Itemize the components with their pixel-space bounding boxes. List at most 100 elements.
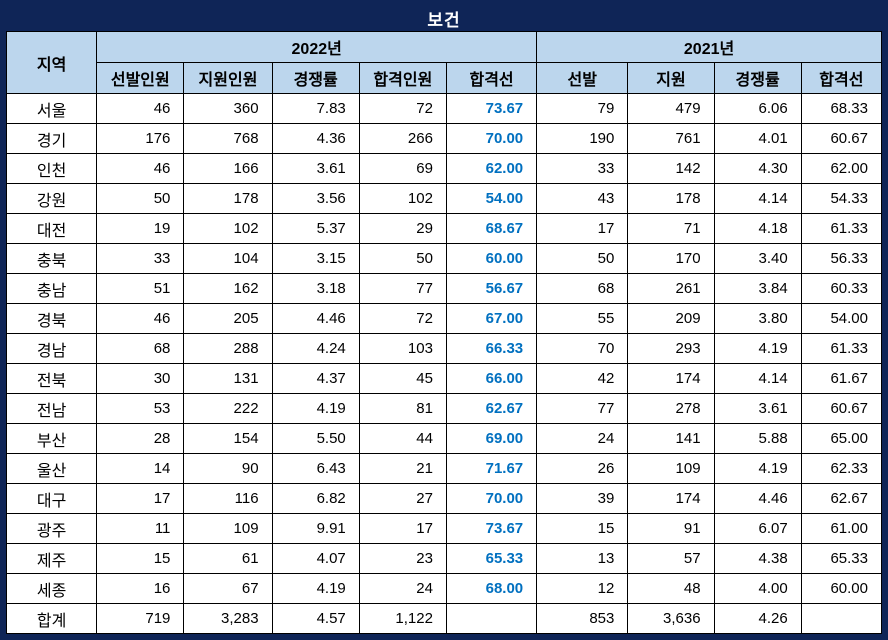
table-row: 울산 14 90 6.43 21 71.67 26 109 4.19 62.33 <box>5 453 883 484</box>
cell-2022-col0: 46 <box>96 153 185 184</box>
cell-2022-col0: 33 <box>96 243 185 274</box>
cell-2021-col1: 3,636 <box>627 603 715 634</box>
cell-2021-col2: 4.38 <box>713 543 802 574</box>
region-cell: 세종 <box>5 573 98 604</box>
cell-2022-col1: 154 <box>183 423 273 454</box>
cell-2022-col2: 4.36 <box>271 123 360 154</box>
cell-2022-col0: 176 <box>96 123 185 154</box>
cell-2021-col3: 61.33 <box>800 333 883 364</box>
region-column-header: 지역 <box>5 31 98 94</box>
cell-2022-col0: 46 <box>96 303 185 334</box>
cell-2022-col3: 44 <box>358 423 447 454</box>
cell-2022-col3: 72 <box>358 93 447 124</box>
cell-2022-col1: 104 <box>183 243 273 274</box>
cell-2022-col3: 24 <box>358 573 447 604</box>
region-cell: 부산 <box>5 423 98 454</box>
cell-2022-col0: 50 <box>96 183 185 214</box>
region-cell: 경기 <box>5 123 98 154</box>
cell-2022-col2: 5.37 <box>271 213 360 244</box>
table-row: 대전 19 102 5.37 29 68.67 17 71 4.18 61.33 <box>5 213 883 244</box>
cell-2021-col0: 190 <box>536 123 629 154</box>
cell-2022-col1: 162 <box>183 273 273 304</box>
cell-2022-col4: 69.00 <box>445 423 538 454</box>
cell-2021-col3: 60.67 <box>800 393 883 424</box>
cell-2021-col3: 60.00 <box>800 573 883 604</box>
cell-2022-col3: 21 <box>358 453 447 484</box>
cell-2021-col2: 4.00 <box>713 573 802 604</box>
cell-2022-col2: 3.61 <box>271 153 360 184</box>
region-cell: 광주 <box>5 513 98 544</box>
cell-2022-col3: 81 <box>358 393 447 424</box>
cell-2021-col1: 142 <box>627 153 715 184</box>
cell-2021-col1: 293 <box>627 333 715 364</box>
table-row: 서울 46 360 7.83 72 73.67 79 479 6.06 68.33 <box>5 93 883 124</box>
region-cell: 전남 <box>5 393 98 424</box>
header-row-columns: 선발인원 지원인원 경쟁률 합격인원 합격선 선발 지원 경쟁률 합격선 <box>7 62 883 94</box>
cell-2021-col0: 39 <box>536 483 629 514</box>
region-cell: 제주 <box>5 543 98 574</box>
col-2022-applicants: 지원인원 <box>183 62 273 94</box>
cell-2022-col2: 4.57 <box>271 603 360 634</box>
cell-2022-col4: 68.67 <box>445 213 538 244</box>
cell-2022-col2: 4.46 <box>271 303 360 334</box>
cell-2022-col0: 46 <box>96 93 185 124</box>
cell-2022-col1: 3,283 <box>183 603 273 634</box>
cell-2021-col2: 4.19 <box>713 453 802 484</box>
cell-2021-col1: 141 <box>627 423 715 454</box>
cell-2022-col3: 29 <box>358 213 447 244</box>
cell-2021-col0: 77 <box>536 393 629 424</box>
table-row: 세종 16 67 4.19 24 68.00 12 48 4.00 60.00 <box>5 573 883 604</box>
cell-2022-col4: 70.00 <box>445 483 538 514</box>
cell-2021-col3: 61.33 <box>800 213 883 244</box>
cell-2021-col0: 70 <box>536 333 629 364</box>
cell-2022-col3: 103 <box>358 333 447 364</box>
total-label: 합계 <box>5 603 98 634</box>
cell-2022-col1: 67 <box>183 573 273 604</box>
table-row: 충북 33 104 3.15 50 60.00 50 170 3.40 56.33 <box>5 243 883 274</box>
year-2021-header: 2021년 <box>536 31 882 63</box>
cell-2021-col0: 24 <box>536 423 629 454</box>
cell-2022-col0: 14 <box>96 453 185 484</box>
cell-2021-col1: 109 <box>627 453 715 484</box>
cell-2021-col1: 479 <box>627 93 715 124</box>
cell-2022-col3: 266 <box>358 123 447 154</box>
cell-2022-col4: 62.00 <box>445 153 538 184</box>
cell-2022-col1: 178 <box>183 183 273 214</box>
cell-2022-col2: 4.24 <box>271 333 360 364</box>
cell-2022-col3: 69 <box>358 153 447 184</box>
cell-2022-col2: 3.15 <box>271 243 360 274</box>
cell-2022-col2: 4.07 <box>271 543 360 574</box>
year-2022-header: 2022년 <box>96 31 538 63</box>
cell-2021-col2: 4.19 <box>713 333 802 364</box>
cell-2022-col2: 9.91 <box>271 513 360 544</box>
cell-2021-col1: 48 <box>627 573 715 604</box>
cell-2021-col3: 54.33 <box>800 183 883 214</box>
cell-2022-col4: 71.67 <box>445 453 538 484</box>
cell-2022-col1: 131 <box>183 363 273 394</box>
cell-2022-col4: 67.00 <box>445 303 538 334</box>
cell-2021-col2: 5.88 <box>713 423 802 454</box>
table-row: 전북 30 131 4.37 45 66.00 42 174 4.14 61.67 <box>5 363 883 394</box>
cell-2021-col2: 4.14 <box>713 183 802 214</box>
cell-2022-col3: 77 <box>358 273 447 304</box>
cell-2021-col0: 853 <box>536 603 629 634</box>
cell-2021-col2: 3.61 <box>713 393 802 424</box>
cell-2021-col3: 60.67 <box>800 123 883 154</box>
cell-2022-col2: 4.19 <box>271 573 360 604</box>
region-cell: 경남 <box>5 333 98 364</box>
cell-2022-col1: 61 <box>183 543 273 574</box>
cell-2022-col2: 5.50 <box>271 423 360 454</box>
cell-2022-col2: 3.18 <box>271 273 360 304</box>
region-cell: 인천 <box>5 153 98 184</box>
cell-2021-col0: 15 <box>536 513 629 544</box>
cell-2021-col0: 50 <box>536 243 629 274</box>
region-cell: 대전 <box>5 213 98 244</box>
cell-2022-col0: 68 <box>96 333 185 364</box>
cell-2022-col0: 53 <box>96 393 185 424</box>
cell-2022-col3: 45 <box>358 363 447 394</box>
cell-2022-col0: 51 <box>96 273 185 304</box>
table-row: 전남 53 222 4.19 81 62.67 77 278 3.61 60.67 <box>5 393 883 424</box>
cell-2021-col3: 65.33 <box>800 543 883 574</box>
cell-2022-col1: 205 <box>183 303 273 334</box>
col-2022-cutoff: 합격선 <box>445 62 538 94</box>
